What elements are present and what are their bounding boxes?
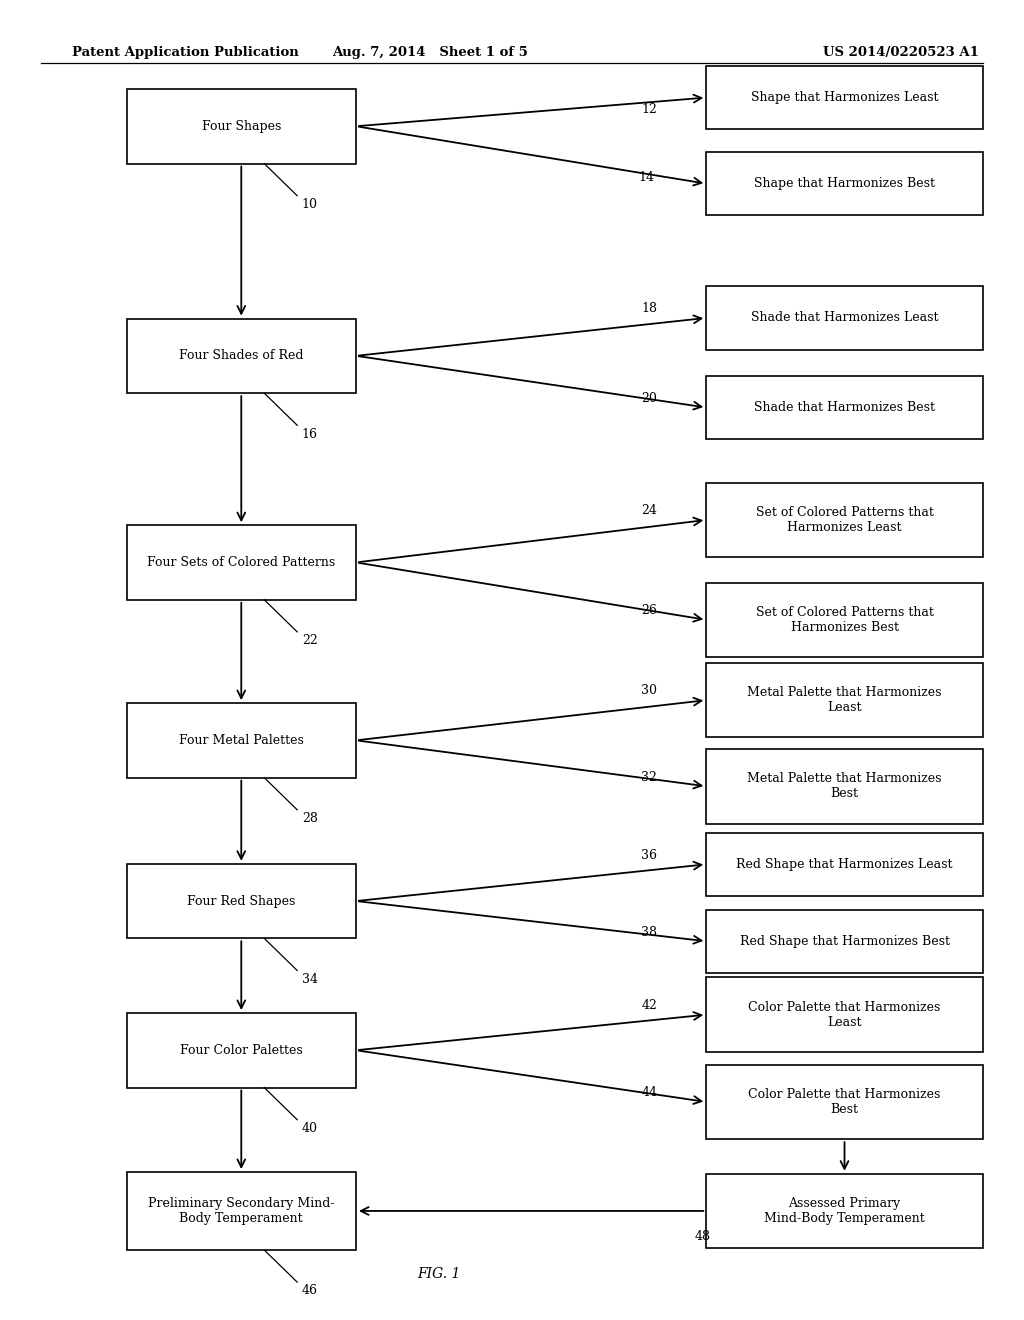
Text: 22: 22: [302, 634, 317, 647]
Text: 14: 14: [638, 172, 654, 185]
Bar: [707, 833, 983, 896]
Bar: [707, 663, 983, 738]
Text: 32: 32: [641, 771, 657, 784]
Text: Shape that Harmonizes Best: Shape that Harmonizes Best: [754, 177, 935, 190]
Text: 26: 26: [641, 605, 657, 618]
Text: Metal Palette that Harmonizes
Least: Metal Palette that Harmonizes Least: [748, 686, 942, 714]
Text: Red Shape that Harmonizes Least: Red Shape that Harmonizes Least: [736, 858, 952, 871]
Bar: [707, 376, 983, 440]
Text: 36: 36: [641, 849, 657, 862]
Text: Metal Palette that Harmonizes
Best: Metal Palette that Harmonizes Best: [748, 772, 942, 800]
Text: 42: 42: [641, 999, 657, 1012]
Text: 46: 46: [302, 1284, 317, 1298]
Text: 16: 16: [302, 428, 317, 441]
Text: Four Sets of Colored Patterns: Four Sets of Colored Patterns: [147, 556, 336, 569]
Text: 40: 40: [302, 1122, 317, 1135]
Text: Four Metal Palettes: Four Metal Palettes: [179, 734, 304, 747]
Text: Preliminary Secondary Mind-
Body Temperament: Preliminary Secondary Mind- Body Tempera…: [148, 1197, 335, 1225]
Text: Shape that Harmonizes Least: Shape that Harmonizes Least: [751, 91, 938, 104]
Bar: [707, 152, 983, 215]
Bar: [707, 286, 983, 350]
Bar: [707, 1173, 983, 1249]
Bar: [127, 1172, 356, 1250]
Text: 44: 44: [641, 1086, 657, 1100]
Bar: [707, 582, 983, 657]
Text: Four Red Shapes: Four Red Shapes: [187, 895, 296, 908]
Text: 34: 34: [302, 973, 317, 986]
Text: US 2014/0220523 A1: US 2014/0220523 A1: [823, 46, 979, 59]
Text: Patent Application Publication: Patent Application Publication: [72, 46, 298, 59]
Bar: [127, 863, 356, 939]
Bar: [707, 909, 983, 973]
Text: 20: 20: [641, 392, 657, 405]
Text: 24: 24: [641, 504, 657, 517]
Text: Four Color Palettes: Four Color Palettes: [180, 1044, 303, 1057]
Bar: [707, 66, 983, 129]
Text: Set of Colored Patterns that
Harmonizes Best: Set of Colored Patterns that Harmonizes …: [756, 606, 934, 634]
Text: FIG. 1: FIG. 1: [417, 1267, 460, 1282]
Text: 18: 18: [641, 302, 657, 315]
Text: Shade that Harmonizes Least: Shade that Harmonizes Least: [751, 312, 938, 325]
Bar: [127, 525, 356, 599]
Text: Aug. 7, 2014   Sheet 1 of 5: Aug. 7, 2014 Sheet 1 of 5: [332, 46, 528, 59]
Bar: [127, 1012, 356, 1088]
Bar: [127, 88, 356, 164]
Bar: [707, 1065, 983, 1139]
Text: Four Shapes: Four Shapes: [202, 120, 281, 133]
Text: 10: 10: [302, 198, 317, 211]
Text: Red Shape that Harmonizes Best: Red Shape that Harmonizes Best: [739, 935, 949, 948]
Text: 48: 48: [694, 1230, 711, 1242]
Text: Set of Colored Patterns that
Harmonizes Least: Set of Colored Patterns that Harmonizes …: [756, 506, 934, 535]
Text: Four Shades of Red: Four Shades of Red: [179, 350, 303, 362]
Text: 30: 30: [641, 685, 657, 697]
Bar: [707, 748, 983, 824]
Text: 12: 12: [641, 103, 657, 116]
Text: Color Palette that Harmonizes
Best: Color Palette that Harmonizes Best: [749, 1088, 941, 1115]
Bar: [127, 704, 356, 777]
Text: 38: 38: [641, 925, 657, 939]
Text: Assessed Primary
Mind-Body Temperament: Assessed Primary Mind-Body Temperament: [764, 1197, 925, 1225]
Text: Shade that Harmonizes Best: Shade that Harmonizes Best: [754, 401, 935, 414]
Bar: [707, 977, 983, 1052]
Text: 28: 28: [302, 812, 317, 825]
Text: Color Palette that Harmonizes
Least: Color Palette that Harmonizes Least: [749, 1001, 941, 1028]
Bar: [127, 318, 356, 393]
Bar: [707, 483, 983, 557]
